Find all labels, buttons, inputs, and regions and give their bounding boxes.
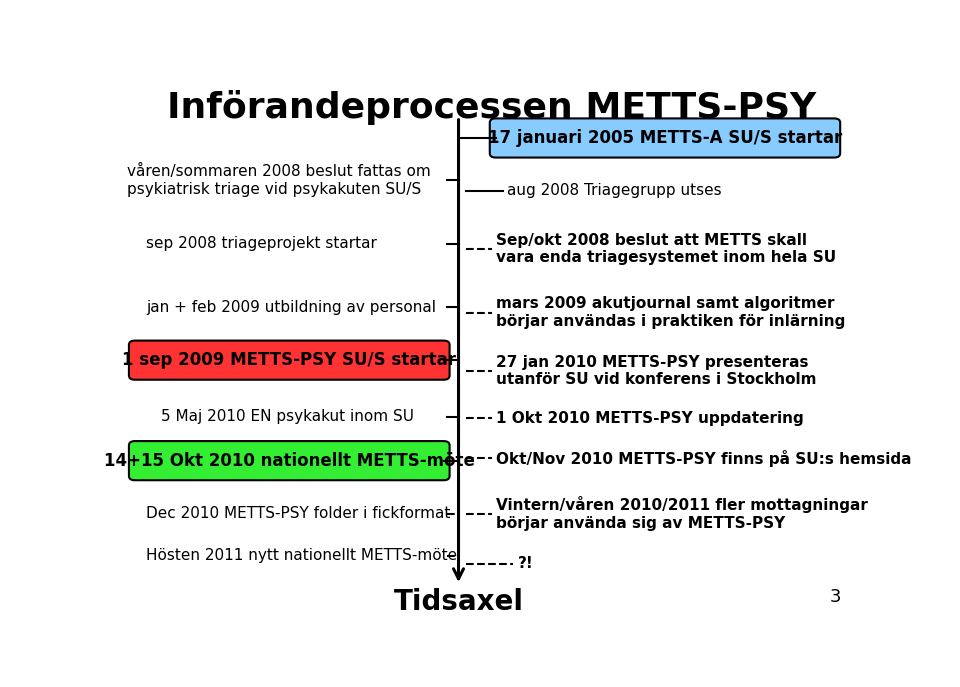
Text: aug 2008 Triagegrupp utses: aug 2008 Triagegrupp utses: [507, 183, 722, 199]
Text: 27 jan 2010 METTS-PSY presenteras
utanför SU vid konferens i Stockholm: 27 jan 2010 METTS-PSY presenteras utanfö…: [495, 354, 816, 387]
Text: mars 2009 akutjournal samt algoritmer
börjar användas i praktiken för inlärning: mars 2009 akutjournal samt algoritmer bö…: [495, 296, 845, 329]
Text: Tidsaxel: Tidsaxel: [394, 587, 523, 616]
Text: Dec 2010 METTS-PSY folder i fickformat: Dec 2010 METTS-PSY folder i fickformat: [146, 506, 450, 521]
Text: våren/sommaren 2008 beslut fattas om
psykiatrisk triage vid psykakuten SU/S: våren/sommaren 2008 beslut fattas om psy…: [128, 164, 431, 196]
Text: 17 januari 2005 METTS-A SU/S startar: 17 januari 2005 METTS-A SU/S startar: [488, 129, 842, 147]
Text: Införandeprocessen METTS-PSY: Införandeprocessen METTS-PSY: [167, 91, 817, 125]
FancyBboxPatch shape: [490, 118, 840, 157]
Text: jan + feb 2009 utbildning av personal: jan + feb 2009 utbildning av personal: [146, 300, 436, 315]
Text: 1 sep 2009 METTS-PSY SU/S startar: 1 sep 2009 METTS-PSY SU/S startar: [122, 351, 456, 369]
FancyBboxPatch shape: [129, 441, 449, 480]
Text: Vintern/våren 2010/2011 fler mottagningar
börjar använda sig av METTS-PSY: Vintern/våren 2010/2011 fler mottagninga…: [495, 497, 868, 531]
Text: Sep/okt 2008 beslut att METTS skall
vara enda triagesystemet inom hela SU: Sep/okt 2008 beslut att METTS skall vara…: [495, 233, 836, 265]
Text: 5 Maj 2010 EN psykakut inom SU: 5 Maj 2010 EN psykakut inom SU: [161, 409, 414, 425]
Text: 1 Okt 2010 METTS-PSY uppdatering: 1 Okt 2010 METTS-PSY uppdatering: [495, 411, 804, 426]
Text: Hösten 2011 nytt nationellt METTS-möte: Hösten 2011 nytt nationellt METTS-möte: [146, 548, 457, 563]
Text: Okt/Nov 2010 METTS-PSY finns på SU:s hemsida: Okt/Nov 2010 METTS-PSY finns på SU:s hem…: [495, 449, 911, 466]
FancyBboxPatch shape: [129, 341, 449, 380]
Text: 14+15 Okt 2010 nationellt METTS-möte: 14+15 Okt 2010 nationellt METTS-möte: [104, 451, 474, 470]
Text: sep 2008 triageprojekt startar: sep 2008 triageprojekt startar: [146, 236, 377, 251]
Text: 3: 3: [830, 588, 842, 606]
Text: ?!: ?!: [518, 556, 534, 572]
